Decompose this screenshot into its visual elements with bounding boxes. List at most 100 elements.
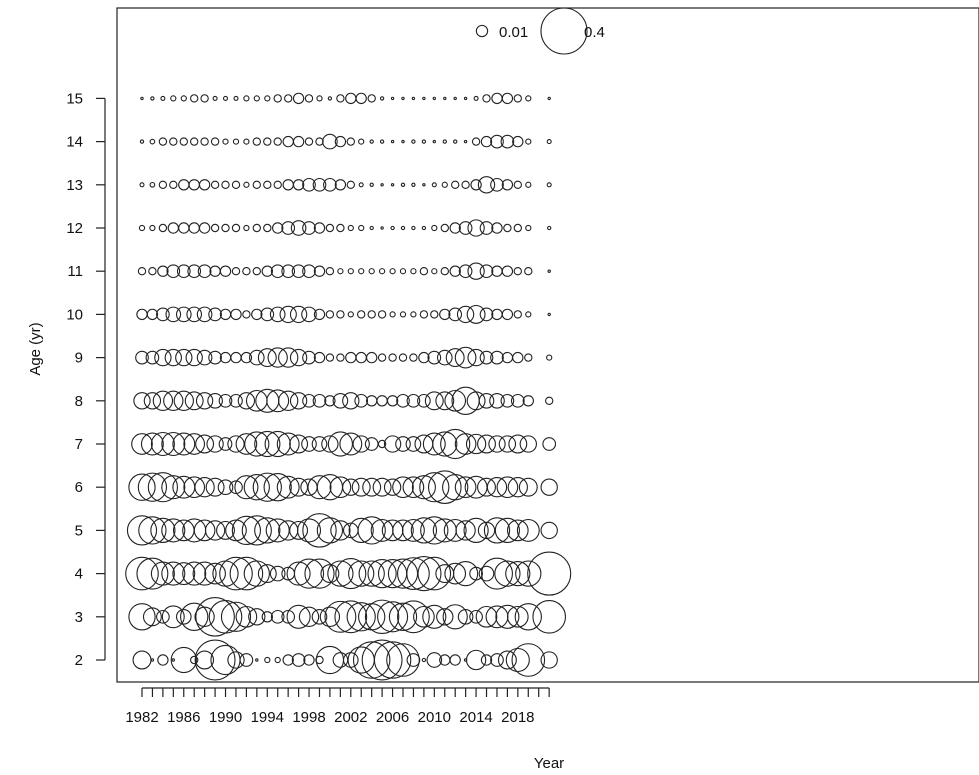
bubble-age2-2019: [511, 643, 546, 677]
bubble-age13-1983: [149, 181, 156, 188]
bubble-age14-2021: [546, 139, 552, 145]
bubble-age2-2003: [347, 646, 375, 674]
bubble-age13-2015: [477, 176, 496, 194]
bubble-age8-1999: [312, 393, 327, 408]
bubble-age10-1983: [146, 308, 159, 321]
bubble-age13-1987: [188, 179, 200, 191]
bubble-age15-2006: [390, 96, 395, 101]
bubble-age14-2012: [453, 139, 458, 144]
bubble-age11-2009: [419, 267, 429, 276]
bubble-age5-2021: [540, 521, 558, 540]
bubble-age13-2013: [461, 180, 470, 189]
bubble-age13-2018: [513, 180, 522, 189]
bubble-age3-2001: [324, 600, 357, 633]
bubble-age6-1992: [234, 475, 259, 500]
bubble-age6-1999: [307, 475, 332, 500]
bubble-age6-1983: [137, 472, 168, 502]
bubble-age3-1985: [161, 605, 185, 629]
bubble-age13-1982: [139, 182, 145, 188]
bubble-age8-2016: [489, 392, 505, 409]
bubble-age9-2019: [524, 353, 533, 362]
bubble-age9-2009: [418, 351, 430, 364]
bubble-age9-2018: [512, 351, 524, 364]
bubble-age3-1982: [128, 603, 156, 631]
bubble-age2-1982: [132, 650, 152, 670]
bubble-age7-1984: [150, 431, 175, 457]
bubble-age4-1994: [257, 564, 277, 584]
bubble-age7-1992: [235, 433, 258, 455]
bubble-age15-2010: [432, 96, 436, 101]
bubble-age6-1989: [205, 477, 225, 497]
bubble-age8-2018: [510, 393, 525, 408]
bubble-age10-2007: [399, 311, 407, 318]
bubble-age4-2009: [406, 555, 442, 592]
bubble-age3-2003: [346, 602, 376, 632]
bubble-age10-2016: [491, 308, 503, 321]
bubble-age6-2005: [372, 477, 392, 497]
bubble-age4-1997: [286, 561, 311, 586]
bubble-age15-2003: [355, 92, 367, 105]
bubble-age6-1994: [252, 472, 282, 502]
bubble-age9-1982: [135, 350, 149, 365]
bubble-age8-2006: [386, 395, 399, 407]
bubble-age3-1995: [270, 609, 285, 624]
bubble-age3-2014: [469, 609, 483, 624]
bubble-age11-1988: [197, 264, 212, 279]
y-tick-label-9: 9: [75, 350, 83, 367]
bubble-age10-1988: [196, 306, 213, 323]
bubble-age8-1983: [143, 392, 162, 410]
bubble-age13-2010: [431, 182, 437, 188]
bubble-age3-1989: [195, 597, 235, 637]
bubble-age4-2008: [396, 557, 430, 591]
bubble-age7-1988: [195, 434, 215, 454]
x-tick-label-1982: 1982: [125, 709, 158, 726]
bubble-age11-2011: [440, 267, 449, 276]
bubble-age8-1990: [218, 393, 233, 408]
bubble-age11-1986: [176, 264, 191, 279]
bubble-age8-1987: [184, 391, 204, 411]
bubble-age2-1991: [227, 651, 245, 669]
bubble-age4-2021: [527, 551, 572, 596]
bubble-age15-1988: [200, 94, 209, 103]
bubble-age5-1998: [296, 518, 322, 543]
bubble-age8-2007: [396, 393, 410, 408]
bubble-age2-2012: [449, 654, 461, 666]
bubble-age14-2007: [401, 139, 405, 144]
bubble-age12-2008: [411, 225, 416, 231]
bubble-age10-1986: [175, 306, 192, 323]
bubble-age14-1990: [222, 138, 229, 145]
y-tick-label-11: 11: [67, 263, 83, 280]
bubble-age6-2019: [518, 477, 538, 497]
bubble-age4-2003: [348, 560, 375, 587]
bubble-age15-1989: [212, 95, 218, 101]
bubble-age8-2015: [478, 392, 495, 409]
bubble-age12-2005: [380, 226, 384, 230]
bubble-age5-1993: [241, 515, 272, 546]
bubble-age7-2002: [339, 432, 363, 456]
bubble-age3-1996: [281, 609, 296, 624]
bubble-age3-1992: [235, 605, 258, 628]
bubble-age2-1993: [255, 658, 259, 662]
legend-bubble-large: [540, 7, 588, 55]
bubble-age8-2005: [376, 395, 388, 407]
bubble-age7-2000: [321, 435, 339, 453]
bubble-age8-2000: [324, 395, 336, 407]
bubble-age7-2013: [454, 433, 477, 455]
bubble-age12-1990: [221, 223, 230, 233]
bubble-age6-1996: [276, 475, 300, 499]
bubble-age14-1996: [282, 135, 294, 148]
bubble-age15-1998: [304, 94, 314, 103]
bubble-age10-2021: [547, 312, 551, 317]
bubble-age2-2014: [465, 649, 487, 671]
bubble-age9-1985: [164, 348, 182, 367]
bubble-age11-2007: [399, 268, 407, 275]
bubble-age10-2013: [456, 305, 475, 324]
bubble-age6-2012: [442, 474, 469, 501]
bubble-age15-2007: [401, 96, 405, 101]
x-tick-label-1998: 1998: [292, 709, 325, 726]
bubble-age11-1991: [231, 267, 241, 276]
bubble-age3-1984: [156, 609, 170, 624]
bubble-age7-1993: [244, 431, 270, 457]
bubble-age8-2019: [522, 395, 534, 407]
bubble-age5-2019: [516, 518, 540, 542]
